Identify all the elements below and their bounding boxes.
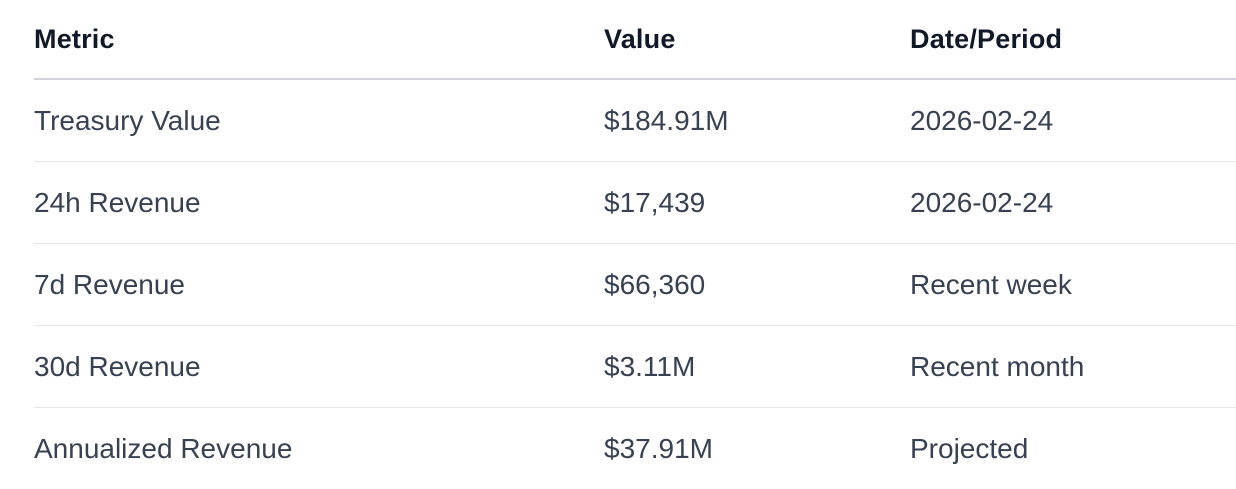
value-cell: $66,360 xyxy=(604,244,910,326)
metrics-table: Metric Value Date/Period Treasury Value … xyxy=(34,0,1236,489)
period-cell: 2026-02-24 xyxy=(910,79,1236,162)
value-cell: $184.91M xyxy=(604,79,910,162)
period-cell: 2026-02-24 xyxy=(910,162,1236,244)
metrics-table-container: Metric Value Date/Period Treasury Value … xyxy=(34,0,1236,489)
period-cell: Recent month xyxy=(910,326,1236,408)
table-row: 7d Revenue $66,360 Recent week xyxy=(34,244,1236,326)
value-cell: $17,439 xyxy=(604,162,910,244)
table-row: Treasury Value $184.91M 2026-02-24 xyxy=(34,79,1236,162)
metric-cell: 30d Revenue xyxy=(34,326,604,408)
column-header-date-period: Date/Period xyxy=(910,0,1236,79)
value-cell: $3.11M xyxy=(604,326,910,408)
period-cell: Recent week xyxy=(910,244,1236,326)
metric-cell: 24h Revenue xyxy=(34,162,604,244)
table-header-row: Metric Value Date/Period xyxy=(34,0,1236,79)
column-header-metric: Metric xyxy=(34,0,604,79)
period-cell: Projected xyxy=(910,408,1236,489)
value-cell: $37.91M xyxy=(604,408,910,489)
column-header-value: Value xyxy=(604,0,910,79)
metric-cell: Treasury Value xyxy=(34,79,604,162)
table-row: 24h Revenue $17,439 2026-02-24 xyxy=(34,162,1236,244)
metric-cell: Annualized Revenue xyxy=(34,408,604,489)
table-row: 30d Revenue $3.11M Recent month xyxy=(34,326,1236,408)
table-row: Annualized Revenue $37.91M Projected xyxy=(34,408,1236,489)
metric-cell: 7d Revenue xyxy=(34,244,604,326)
